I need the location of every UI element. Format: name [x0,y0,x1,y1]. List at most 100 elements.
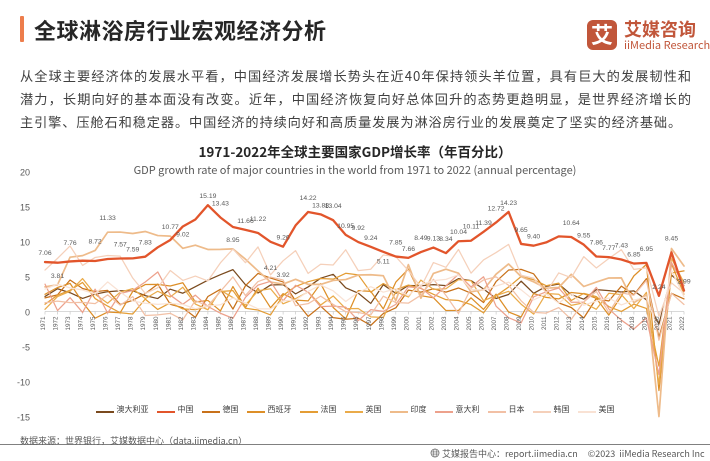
svg-text:11.39: 11.39 [475,220,492,227]
svg-text:2001: 2001 [416,316,423,331]
svg-text:2020: 2020 [654,316,661,331]
svg-text:1971: 1971 [40,316,47,331]
svg-text:2.99: 2.99 [677,279,690,286]
svg-text:-5: -5 [22,343,30,353]
svg-text:7.83: 7.83 [139,240,152,247]
svg-text:7.76: 7.76 [63,240,76,247]
svg-text:1997: 1997 [366,316,373,331]
svg-text:2003: 2003 [441,316,448,331]
svg-text:9.55: 9.55 [577,233,590,240]
svg-text:11.22: 11.22 [250,216,267,223]
svg-text:2004: 2004 [454,316,461,331]
svg-text:10.64: 10.64 [563,220,580,227]
svg-text:2002: 2002 [428,316,435,331]
svg-text:1995: 1995 [341,316,348,331]
svg-text:9.26: 9.26 [276,235,289,242]
svg-text:8.34: 8.34 [439,236,452,243]
svg-text:13.04: 13.04 [325,203,342,210]
svg-text:14.22: 14.22 [300,195,317,202]
svg-text:15: 15 [20,203,30,213]
svg-text:1990: 1990 [278,316,285,331]
svg-text:2016: 2016 [604,316,611,331]
svg-text:7.77: 7.77 [602,245,615,252]
svg-text:1986: 1986 [228,316,235,331]
svg-text:1972: 1972 [53,316,60,331]
svg-text:8.95: 8.95 [226,237,239,244]
svg-text:1998: 1998 [378,316,385,331]
svg-text:2013: 2013 [566,316,573,331]
svg-text:2010: 2010 [529,316,536,331]
svg-text:2015: 2015 [591,316,598,331]
svg-text:15.19: 15.19 [199,193,216,200]
svg-text:1991: 1991 [291,316,298,331]
svg-text:1989: 1989 [266,316,273,331]
svg-text:13.43: 13.43 [212,201,229,208]
svg-text:5.11: 5.11 [377,259,390,266]
svg-text:2006: 2006 [479,316,486,331]
svg-text:10.77: 10.77 [162,224,179,231]
svg-text:10: 10 [20,238,30,248]
svg-text:7.59: 7.59 [126,246,139,253]
svg-text:1987: 1987 [241,316,248,331]
svg-text:1981: 1981 [165,316,172,331]
svg-text:1996: 1996 [353,316,360,331]
svg-text:7.06: 7.06 [38,250,51,257]
svg-text:1994: 1994 [328,316,335,331]
svg-text:-10: -10 [17,378,30,388]
svg-text:1988: 1988 [253,316,260,331]
svg-text:1984: 1984 [203,316,210,331]
svg-text:8.49: 8.49 [414,235,427,242]
svg-text:2018: 2018 [629,316,636,331]
svg-text:1975: 1975 [90,316,97,331]
svg-text:7.43: 7.43 [615,243,628,250]
svg-text:7.57: 7.57 [114,242,127,249]
svg-text:7.85: 7.85 [389,240,402,247]
svg-text:7.86: 7.86 [590,240,603,247]
svg-text:14.23: 14.23 [500,200,517,207]
svg-text:-15: -15 [17,413,30,423]
svg-text:1978: 1978 [128,316,135,331]
svg-text:1992: 1992 [303,316,310,331]
svg-text:1983: 1983 [190,316,197,331]
svg-text:1993: 1993 [316,316,323,331]
svg-text:9.24: 9.24 [364,235,377,242]
svg-text:2005: 2005 [466,316,473,331]
svg-text:6.95: 6.95 [640,246,653,253]
svg-text:2022: 2022 [679,316,686,331]
svg-text:2014: 2014 [579,316,586,331]
svg-text:1999: 1999 [391,316,398,331]
svg-text:9.65: 9.65 [514,227,527,234]
svg-text:2009: 2009 [516,316,523,331]
svg-text:1979: 1979 [140,316,147,331]
svg-text:8.72: 8.72 [88,239,101,246]
svg-text:5: 5 [25,273,30,283]
svg-text:2011: 2011 [541,316,548,330]
svg-text:2012: 2012 [554,316,561,331]
svg-text:1980: 1980 [153,316,160,331]
svg-text:1982: 1982 [178,316,185,331]
svg-text:1974: 1974 [78,316,85,331]
svg-text:3.81: 3.81 [51,273,64,280]
svg-text:2019: 2019 [641,316,648,331]
svg-text:1973: 1973 [65,316,72,331]
svg-text:11.33: 11.33 [99,215,116,222]
svg-text:3.92: 3.92 [276,272,289,279]
svg-text:2008: 2008 [504,316,511,331]
svg-text:4.21: 4.21 [264,265,277,272]
svg-text:2007: 2007 [491,316,498,331]
svg-text:9.40: 9.40 [527,234,540,241]
svg-text:1976: 1976 [103,316,110,331]
svg-text:1985: 1985 [215,316,222,331]
svg-text:0: 0 [25,308,30,318]
svg-text:9.13: 9.13 [427,236,440,243]
svg-text:2000: 2000 [403,316,410,331]
svg-text:9.92: 9.92 [352,225,365,232]
svg-text:20: 20 [20,168,30,178]
svg-text:9.02: 9.02 [176,231,189,238]
svg-text:8.45: 8.45 [665,235,678,242]
svg-text:2017: 2017 [616,316,623,331]
svg-text:1977: 1977 [115,316,122,331]
svg-text:2021: 2021 [667,316,674,331]
svg-text:2.24: 2.24 [652,284,665,291]
svg-text:7.66: 7.66 [402,246,415,253]
